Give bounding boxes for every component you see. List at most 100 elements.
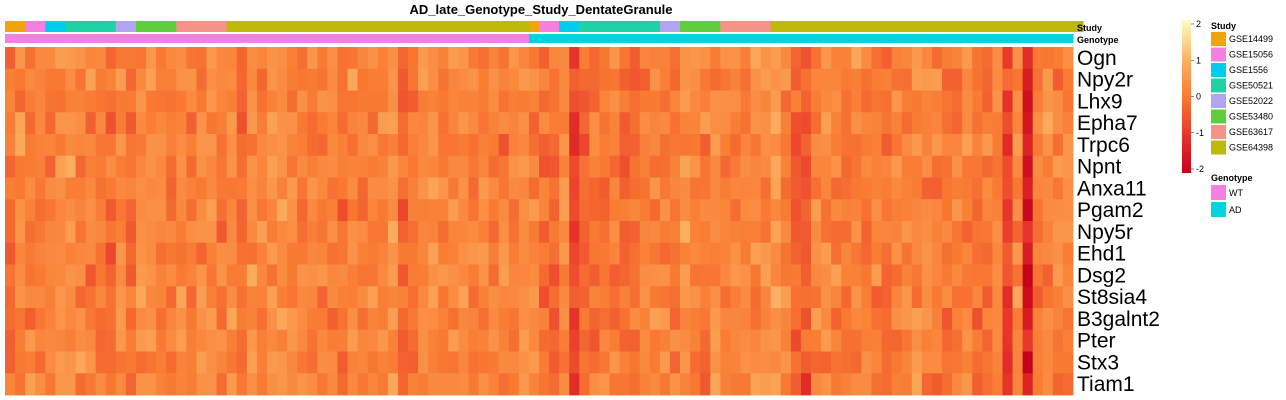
heatmap-cell <box>468 112 479 135</box>
heatmap-cell <box>25 155 36 178</box>
heatmap-cell <box>206 68 217 91</box>
heatmap-cell <box>921 47 933 70</box>
heatmap-cell <box>448 90 459 113</box>
heatmap-cell <box>841 286 852 309</box>
heatmap-cell <box>196 199 207 222</box>
heatmap-cell <box>589 47 600 70</box>
heatmap-cell <box>720 373 731 396</box>
heatmap-cell <box>15 373 26 396</box>
heatmap-cell <box>166 177 177 200</box>
heatmap-cell <box>700 286 711 309</box>
heatmap-cell <box>397 242 409 265</box>
heatmap-cell <box>246 286 258 309</box>
heatmap-cell <box>146 329 157 352</box>
heatmap-cell <box>176 47 187 70</box>
heatmap-cell <box>690 155 701 178</box>
heatmap-cell <box>408 112 419 135</box>
heatmap-cell <box>35 199 46 222</box>
heatmap-cell <box>700 264 711 287</box>
heatmap-cell <box>952 112 963 135</box>
heatmap-cell <box>246 221 258 244</box>
heatmap-cell <box>982 177 993 200</box>
heatmap-cell <box>327 112 338 135</box>
heatmap-cell <box>710 264 721 287</box>
heatmap-cell <box>790 68 802 91</box>
heatmap-cell <box>387 373 399 396</box>
heatmap-cell <box>921 68 933 91</box>
heatmap-cell <box>176 329 187 352</box>
heatmap-cell <box>408 199 419 222</box>
heatmap-cell <box>639 155 651 178</box>
heatmap-cell <box>579 286 590 309</box>
heatmap-cell <box>206 351 217 374</box>
heatmap-cell <box>851 68 862 91</box>
heatmap-cell <box>740 329 751 352</box>
heatmap-cell <box>337 199 348 222</box>
heatmap-cell <box>760 155 772 178</box>
heatmap-cell <box>659 155 671 178</box>
heatmap-cell <box>891 177 903 200</box>
heatmap-cell <box>256 329 268 352</box>
heatmap-cell <box>851 90 862 113</box>
heatmap-cell <box>458 286 469 309</box>
heatmap-cell <box>1062 47 1074 70</box>
heatmap-cell <box>478 373 490 396</box>
heatmap-cell <box>780 47 792 70</box>
legend-swatch <box>1211 47 1226 62</box>
heatmap-cell <box>760 373 772 396</box>
heatmap-cell <box>790 351 802 374</box>
heatmap-cell <box>690 308 701 331</box>
heatmap-cell <box>962 155 973 178</box>
heatmap-cell <box>821 199 832 222</box>
heatmap-cell <box>156 112 167 135</box>
heatmap-cell <box>952 373 963 396</box>
heatmap-cell <box>942 308 953 331</box>
heatmap-cell <box>478 177 490 200</box>
heatmap-cell <box>135 351 147 374</box>
heatmap-cell <box>448 351 459 374</box>
heatmap-cell <box>277 177 288 200</box>
heatmap-cell <box>891 221 903 244</box>
heatmap-cell <box>861 90 872 113</box>
heatmap-cell <box>952 68 963 91</box>
heatmap-cell <box>65 177 76 200</box>
heatmap-cell <box>135 329 147 352</box>
heatmap-cell <box>478 264 490 287</box>
heatmap-cell <box>680 264 691 287</box>
heatmap-cell <box>760 351 772 374</box>
heatmap-cell <box>1002 264 1013 287</box>
heatmap-cell <box>35 286 46 309</box>
heatmap-cell <box>629 351 641 374</box>
heatmap-cell <box>307 90 318 113</box>
heatmap-cell <box>115 47 127 70</box>
heatmap-cell <box>518 264 530 287</box>
heatmap-cell <box>851 134 862 157</box>
heatmap-cell <box>246 308 258 331</box>
scale-tick-label: -1 <box>1196 128 1204 138</box>
heatmap-cell <box>1052 177 1064 200</box>
heatmap-cell <box>730 90 741 113</box>
heatmap-cell <box>871 373 882 396</box>
heatmap-cell <box>448 112 459 135</box>
heatmap-cell <box>256 90 268 113</box>
heatmap-cell <box>539 264 550 287</box>
heatmap-cell <box>75 286 87 309</box>
study-block <box>770 21 1084 32</box>
heatmap-cell <box>669 47 681 70</box>
heatmap-cell <box>1032 47 1044 70</box>
heatmap-cell <box>55 90 66 113</box>
heatmap-cell <box>347 264 359 287</box>
heatmap-cell <box>256 242 268 265</box>
heatmap-cell <box>488 329 500 352</box>
heatmap-cell <box>539 221 550 244</box>
heatmap-cell <box>448 47 459 70</box>
heatmap-cell <box>559 47 570 70</box>
heatmap-cell <box>730 351 741 374</box>
heatmap-cell <box>216 199 228 222</box>
heatmap-cell <box>206 329 217 352</box>
heatmap-cell <box>800 264 812 287</box>
heatmap-cell <box>307 373 318 396</box>
heatmap-cell <box>891 90 903 113</box>
heatmap-cell <box>609 134 621 157</box>
heatmap-cell <box>1022 264 1034 287</box>
